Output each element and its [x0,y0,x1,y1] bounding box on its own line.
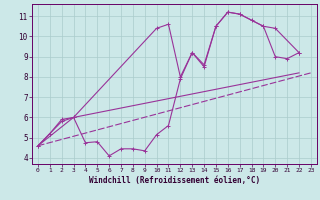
X-axis label: Windchill (Refroidissement éolien,°C): Windchill (Refroidissement éolien,°C) [89,176,260,185]
